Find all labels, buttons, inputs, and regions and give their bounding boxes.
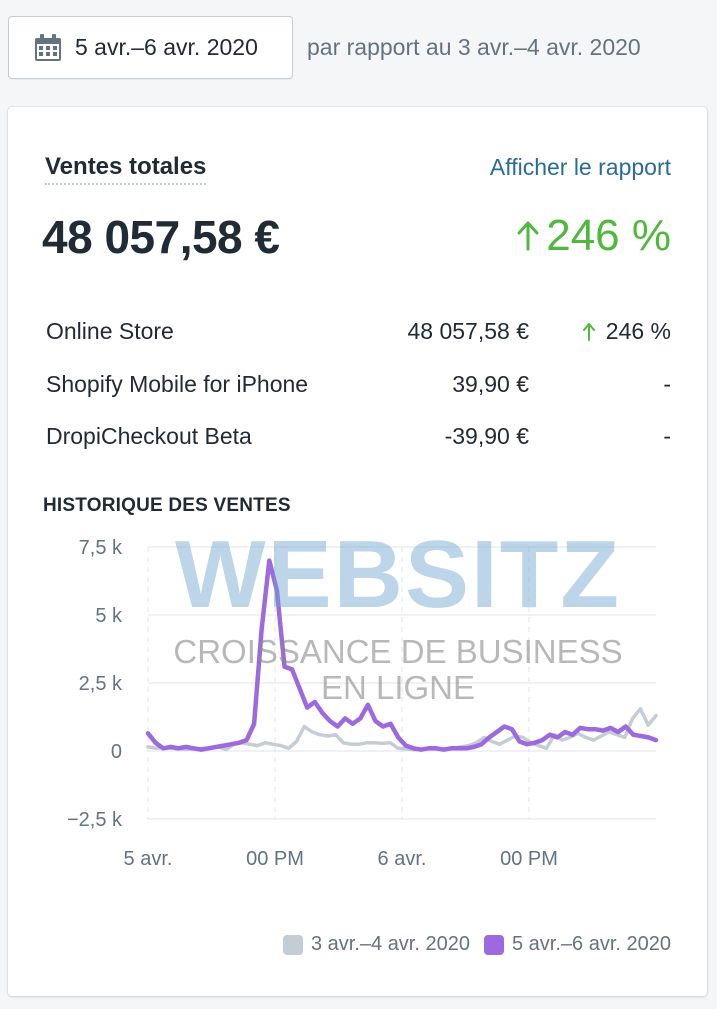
total-sales-value: 48 057,58 € — [42, 211, 280, 263]
channel-change-value: - — [663, 371, 671, 397]
x-tick-label: 00 PM — [500, 848, 558, 870]
channel-change-value: 246 % — [605, 318, 671, 344]
view-report-link[interactable]: Afficher le rapport — [489, 154, 671, 180]
legend-swatch — [483, 934, 504, 955]
channel-name: Shopify Mobile for iPhone — [46, 371, 309, 397]
channel-name: DropiCheckout Beta — [46, 423, 252, 449]
sales-history-title: HISTORIQUE DES VENTES — [43, 495, 291, 516]
channel-value: -39,90 € — [444, 423, 529, 449]
channel-row: DropiCheckout Beta -39,90 € - — [46, 423, 671, 453]
x-tick-label: 00 PM — [246, 848, 304, 870]
total-sales-card: Ventes totales Afficher le rapport 48 05… — [8, 107, 707, 996]
card-title[interactable]: Ventes totales — [45, 153, 207, 185]
legend-item-previous[interactable]: 3 avr.–4 avr. 2020 — [282, 933, 470, 956]
legend-item-current[interactable]: 5 avr.–6 avr. 2020 — [483, 933, 671, 956]
legend-label: 5 avr.–6 avr. 2020 — [511, 933, 671, 955]
arrow-up-icon — [582, 322, 595, 341]
watermark-tagline: CROISSANCE DE BUSINESS EN LIGNE — [148, 633, 648, 707]
y-tick-label: 7,5 k — [79, 537, 123, 559]
watermark-tagline-line: CROISSANCE DE BUSINESS — [173, 633, 623, 670]
date-range-label: 5 avr.–6 avr. 2020 — [75, 34, 258, 60]
arrow-up-icon — [517, 221, 539, 251]
channel-row: Online Store 48 057,58 € 246 % — [46, 318, 671, 348]
channel-value: 39,90 € — [452, 371, 529, 397]
chart-legend: 3 avr.–4 avr. 2020 5 avr.–6 avr. 2020 — [269, 933, 671, 956]
total-change: 246 % — [516, 211, 671, 261]
channel-row: Shopify Mobile for iPhone 39,90 € - — [46, 371, 671, 401]
date-range-button[interactable]: 5 avr.–6 avr. 2020 — [8, 16, 293, 79]
total-change-value: 246 % — [546, 211, 671, 260]
calendar-icon — [35, 33, 61, 61]
x-tick-label: 5 avr. — [124, 848, 173, 870]
sales-history-chart[interactable]: 7,5 k 5 k 2,5 k 0 −2,5 k5 avr. 00 PM 6 avr. 00 … — [8, 527, 707, 907]
channel-value: 48 057,58 € — [407, 318, 529, 344]
channel-change-value: - — [663, 423, 671, 449]
channel-change: 246 % — [582, 318, 671, 345]
x-tick-label: 6 avr. — [378, 848, 427, 870]
watermark-tagline-line: EN LIGNE — [320, 669, 476, 707]
series-line-current — [145, 558, 659, 752]
legend-label: 3 avr.–4 avr. 2020 — [310, 933, 470, 955]
legend-swatch — [282, 934, 303, 955]
channel-name: Online Store — [46, 318, 174, 344]
comparison-text: par rapport au 3 avr.–4 avr. 2020 — [307, 34, 641, 60]
y-tick-label: −2,5 k — [67, 809, 123, 831]
y-tick-label: 2,5 k — [79, 673, 123, 695]
watermark-logo: WEBSITZ — [175, 521, 621, 628]
y-tick-label: 5 k — [95, 605, 123, 627]
y-tick-label: 0 — [111, 741, 122, 763]
